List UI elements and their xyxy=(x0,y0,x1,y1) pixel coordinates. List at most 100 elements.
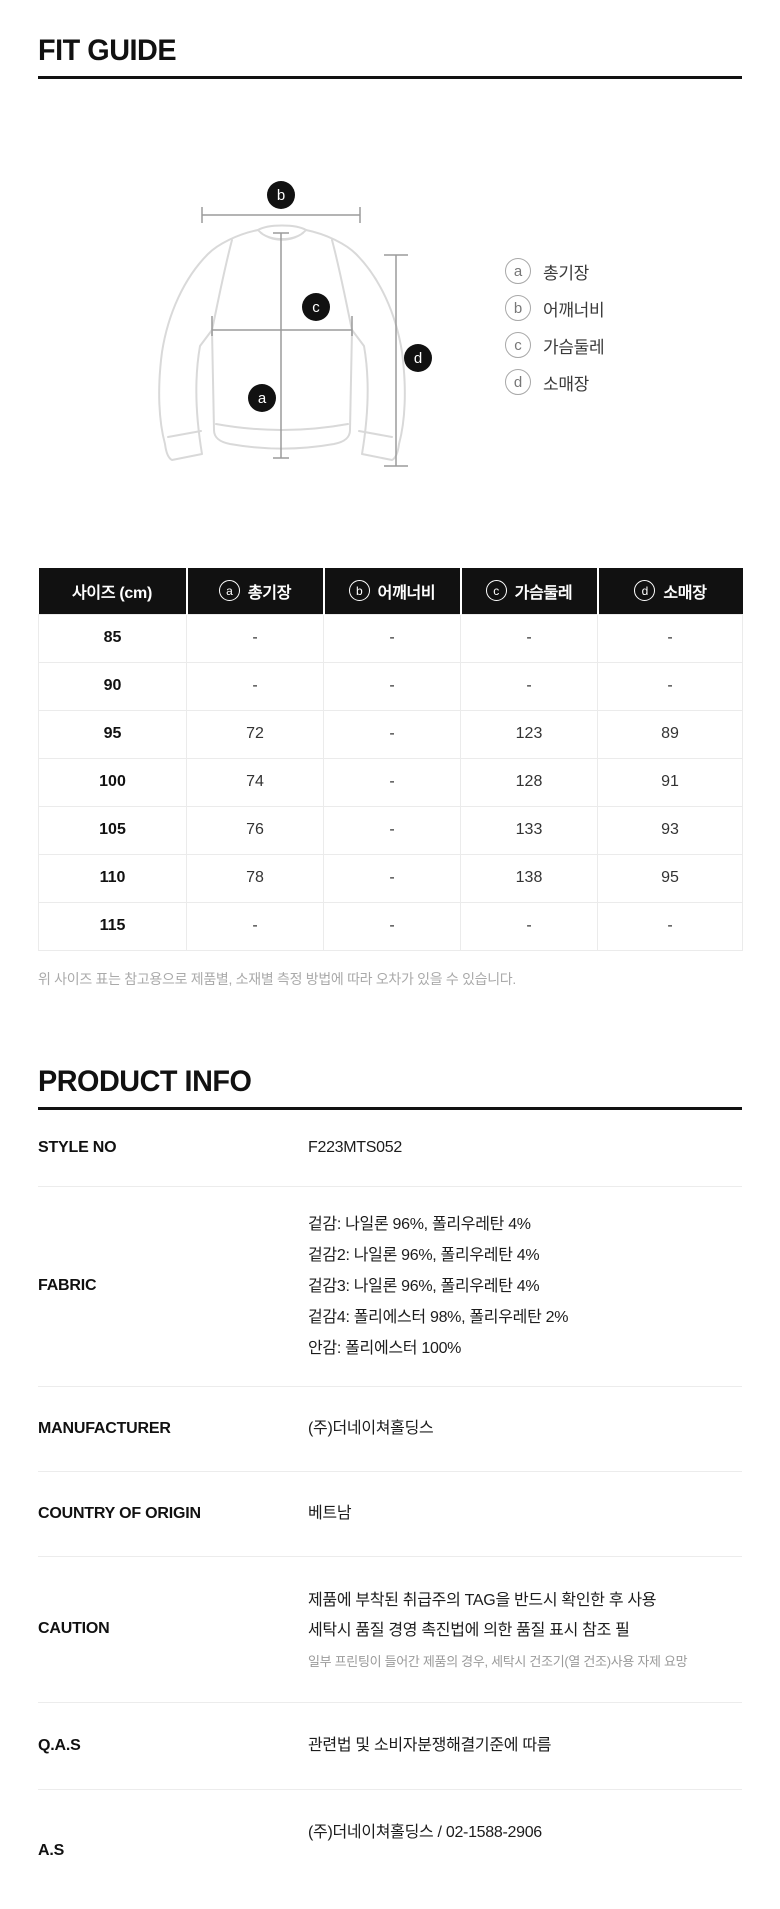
info-label: Q.A.S xyxy=(38,1736,81,1754)
size-cell: 95 xyxy=(38,709,187,759)
legend-label: 가슴둘레 xyxy=(543,337,605,357)
circle-b-marker-icon: b xyxy=(505,295,531,321)
measure-cell: 76 xyxy=(186,805,324,855)
circle-d-marker-icon: d xyxy=(505,369,531,395)
info-value-line: 제품에 부착된 취급주의 TAG을 반드시 확인한 후 사용 xyxy=(308,1591,657,1609)
sweatshirt-diagram-icon: b a c d xyxy=(158,181,432,467)
product-info-header: PRODUCT INFO xyxy=(38,1065,742,1110)
info-row-qas: Q.A.S 관련법 및 소비자분쟁해결기준에 따름 xyxy=(38,1703,742,1790)
info-label: CAUTION xyxy=(38,1620,110,1637)
measurement-lines xyxy=(201,207,408,467)
col-header-d: d 소매장 xyxy=(596,568,743,614)
badge-d-icon xyxy=(404,344,432,372)
measure-cell: - xyxy=(186,901,324,951)
size-table-header: 사이즈 (cm) a 총기장 b 어깨너비 c xyxy=(38,568,743,614)
measure-cell: - xyxy=(460,613,598,663)
info-row-caution: CAUTION 제품에 부착된 취급주의 TAG을 반드시 확인한 후 사용 세… xyxy=(38,1557,742,1703)
info-value-line: 겉감3: 나일론 96%, 폴리우레탄 4% xyxy=(308,1277,540,1295)
table-row: 90 - - - - xyxy=(38,661,743,711)
measure-cell: - xyxy=(323,661,461,711)
measure-cell: 123 xyxy=(460,709,598,759)
size-cell: 115 xyxy=(38,901,187,951)
size-table: 사이즈 (cm) a 총기장 b 어깨너비 c xyxy=(38,568,743,951)
legend-item-a: a 총기장 xyxy=(505,256,604,286)
table-row: 100 74 - 128 91 xyxy=(38,757,743,807)
info-label: STYLE NO xyxy=(38,1138,117,1156)
circle-a-marker-icon: a xyxy=(505,258,531,284)
measure-cell: 91 xyxy=(597,757,743,807)
measure-cell: 133 xyxy=(460,805,598,855)
legend-item-d: d 소매장 xyxy=(505,367,604,397)
info-label: A.S xyxy=(38,1842,65,1859)
fit-diagram: b a c d a 총기장 b 어깨너비 c 가슴둘레 xyxy=(0,79,780,568)
info-value: 베트남 xyxy=(308,1504,352,1522)
measure-cell: - xyxy=(597,901,743,951)
legend-item-c: c 가슴둘레 xyxy=(505,330,605,360)
info-value-line: 겉감: 나일론 96%, 폴리우레탄 4% xyxy=(308,1215,531,1233)
info-row-style-no: STYLE NO F223MTS052 xyxy=(38,1110,742,1187)
measure-cell: - xyxy=(597,661,743,711)
badge-b-letter: b xyxy=(277,187,285,204)
measure-cell: - xyxy=(460,901,598,951)
fit-guide-title: FIT GUIDE xyxy=(38,34,177,67)
size-cell: 105 xyxy=(38,805,187,855)
measure-cell: - xyxy=(323,613,461,663)
table-row: 85 - - - - xyxy=(38,613,743,663)
badge-c-letter: c xyxy=(312,299,320,316)
measure-cell: - xyxy=(597,613,743,663)
badge-c-icon xyxy=(302,293,330,321)
measure-cell: 89 xyxy=(597,709,743,759)
measure-cell: - xyxy=(323,901,461,951)
measure-cell: - xyxy=(186,661,324,711)
info-row-manufacturer: MANUFACTURER (주)더네이쳐홀딩스 xyxy=(38,1387,742,1472)
table-row: 105 76 - 133 93 xyxy=(38,805,743,855)
info-label: COUNTRY OF ORIGIN xyxy=(38,1504,201,1522)
info-row-as: A.S (주)더네이쳐홀딩스 / 02-1588-2906 xyxy=(38,1790,742,1909)
measure-cell: 72 xyxy=(186,709,324,759)
size-cell: 90 xyxy=(38,661,187,711)
table-row: 110 78 - 138 95 xyxy=(38,853,743,903)
badge-a-icon xyxy=(248,384,276,412)
size-cell: 110 xyxy=(38,853,187,903)
measure-cell: 93 xyxy=(597,805,743,855)
info-label: MANUFACTURER xyxy=(38,1419,171,1437)
badge-a-letter: a xyxy=(258,390,267,407)
size-cell: 100 xyxy=(38,757,187,807)
info-row-fabric: FABRIC 겉감: 나일론 96%, 폴리우레탄 4% 겉감2: 나일론 96… xyxy=(38,1187,742,1387)
measure-cell: - xyxy=(323,853,461,903)
info-value-line: 겉감4: 폴리에스터 98%, 폴리우레탄 2% xyxy=(308,1308,569,1326)
measure-cell: - xyxy=(323,757,461,807)
measure-cell: - xyxy=(323,709,461,759)
product-info-title: PRODUCT INFO xyxy=(38,1064,252,1098)
info-value-line: 안감: 폴리에스터 100% xyxy=(308,1339,462,1357)
table-row: 95 72 - 123 89 xyxy=(38,709,743,759)
circle-c-marker-icon: c xyxy=(485,580,507,602)
info-value: (주)더네이쳐홀딩스 / 02-1588-2906 xyxy=(308,1823,542,1841)
badge-d-letter: d xyxy=(414,350,422,367)
circle-a-marker-icon: a xyxy=(218,580,240,602)
col-header-b: b 어깨너비 xyxy=(322,568,461,614)
table-row: 115 - - - - xyxy=(38,901,743,951)
measure-cell: - xyxy=(186,613,324,663)
measure-cell: - xyxy=(460,661,598,711)
measure-badges: b a c d xyxy=(248,181,432,412)
measure-cell: 138 xyxy=(460,853,598,903)
info-value-line: 겉감2: 나일론 96%, 폴리우레탄 4% xyxy=(308,1246,540,1264)
measure-cell: - xyxy=(323,805,461,855)
sweatshirt-outline xyxy=(158,224,406,461)
legend-label: 어깨너비 xyxy=(543,300,605,320)
circle-b-marker-icon: b xyxy=(348,580,370,602)
legend-label: 소매장 xyxy=(543,374,590,394)
measure-legend: a 총기장 b 어깨너비 c 가슴둘레 d 소매장 xyxy=(505,256,605,404)
legend-label: 총기장 xyxy=(543,263,590,283)
circle-c-marker-icon: c xyxy=(505,332,531,358)
circle-d-marker-icon: d xyxy=(634,580,656,602)
col-header-a: a 총기장 xyxy=(185,568,324,614)
badge-b-icon xyxy=(267,181,295,209)
caution-subnote: 일부 프린팅이 들어간 제품의 경우, 세탁시 건조기(열 건조)사용 자제 요… xyxy=(308,1653,688,1669)
size-cell: 85 xyxy=(38,613,187,663)
measure-cell: 95 xyxy=(597,853,743,903)
info-value: F223MTS052 xyxy=(308,1138,402,1156)
info-value: 관련법 및 소비자분쟁해결기준에 따름 xyxy=(308,1736,552,1754)
